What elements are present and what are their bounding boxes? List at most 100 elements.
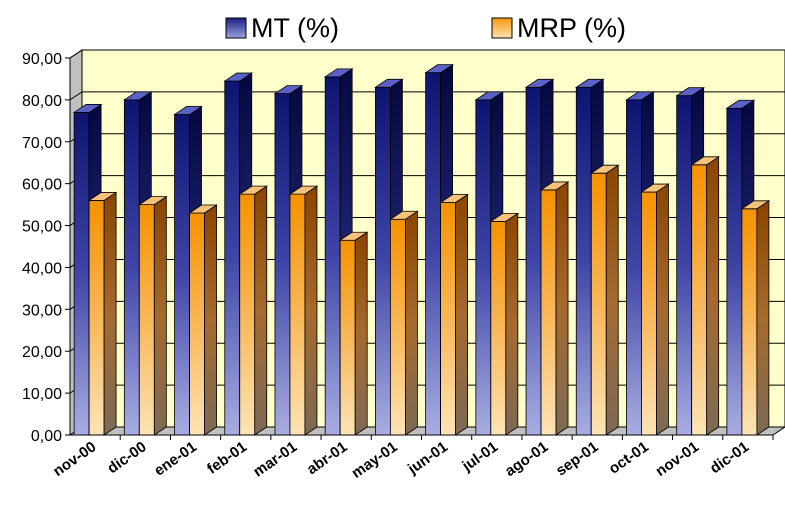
- bar-top: [489, 212, 520, 222]
- bar-side: [153, 195, 167, 436]
- bar-top: [640, 183, 670, 193]
- bar-top: [188, 204, 218, 214]
- bar-front: [189, 212, 205, 436]
- bar-side: [455, 193, 469, 436]
- bar-mrp: [489, 212, 520, 436]
- bar-front: [123, 99, 140, 436]
- bar-top: [87, 192, 118, 201]
- bar-front: [676, 95, 693, 436]
- bar-mrp: [439, 193, 469, 436]
- bar-top: [323, 68, 354, 78]
- bar-top: [625, 91, 655, 101]
- bar-top: [338, 231, 369, 241]
- bar-top: [273, 85, 304, 95]
- bar-front: [425, 72, 442, 436]
- x-tick-label: sep-01: [553, 438, 602, 479]
- bar-front: [224, 80, 241, 436]
- bar-side: [605, 164, 619, 436]
- bar-top: [725, 99, 756, 109]
- x-tick-label: mar-01: [250, 438, 300, 480]
- bar-top: [675, 87, 705, 97]
- bar-mrp: [640, 183, 670, 436]
- x-tick-label: feb-01: [204, 438, 250, 477]
- bar-top: [474, 91, 505, 101]
- bar-mrp: [288, 185, 319, 436]
- bar-front: [525, 86, 542, 436]
- bar-front: [726, 107, 743, 436]
- bar-top: [173, 106, 203, 115]
- bar-top: [288, 185, 319, 195]
- bar-front: [339, 239, 356, 436]
- x-tick-label: may-01: [349, 438, 401, 482]
- bar-mrp: [389, 210, 419, 436]
- bar-top: [389, 210, 419, 220]
- bar-side: [756, 200, 770, 436]
- bar-mrp: [740, 200, 771, 436]
- y-tick-label: 10,00: [22, 386, 62, 403]
- bar-top: [223, 72, 254, 82]
- bar-top: [238, 185, 269, 195]
- bar-front: [239, 193, 256, 436]
- x-tick-label: abr-01: [304, 438, 351, 478]
- x-tick-label: jun-01: [404, 438, 451, 478]
- bar-side: [103, 191, 117, 436]
- bar-front: [289, 193, 306, 436]
- y-tick-label: 20,00: [22, 344, 62, 361]
- bar-front: [741, 208, 758, 436]
- x-tick-label: oct-01: [606, 438, 652, 477]
- y-tick-label: 80,00: [22, 93, 62, 110]
- bar-side: [555, 181, 569, 436]
- bar-front: [389, 218, 406, 436]
- bar-mrp: [539, 181, 570, 436]
- bar-front: [73, 112, 90, 436]
- legend-swatch: [225, 17, 247, 39]
- bar-side: [204, 204, 217, 436]
- bar-top: [524, 78, 555, 88]
- bar-mrp: [188, 204, 218, 436]
- bar-side: [304, 185, 318, 436]
- bar-mrp: [87, 191, 118, 436]
- x-tick-label: ago-01: [502, 438, 551, 480]
- bar-front: [440, 202, 457, 436]
- bar-front: [374, 86, 391, 436]
- bar-side: [354, 231, 368, 436]
- bar-side: [706, 156, 720, 436]
- x-tick-label: dic-00: [104, 438, 149, 477]
- y-tick-label: 30,00: [22, 302, 62, 319]
- bar-top: [740, 200, 771, 210]
- bar-mrp: [338, 231, 369, 436]
- legend-item-mt: MT (%): [225, 13, 339, 43]
- bar-front: [490, 220, 507, 436]
- bar-top: [138, 196, 168, 206]
- bar-front: [540, 189, 557, 436]
- bar-top: [539, 181, 570, 191]
- legend-item-mrp: MRP (%): [491, 13, 626, 43]
- bar-mrp: [238, 185, 269, 436]
- bar-front: [691, 164, 708, 436]
- bar-mrp: [589, 164, 620, 436]
- bar-top: [72, 104, 103, 113]
- x-tick-label: ene-01: [151, 438, 200, 479]
- bar-top: [690, 156, 720, 166]
- y-tick-label: 40,00: [22, 260, 62, 277]
- legend-swatch: [491, 17, 513, 39]
- bar-top: [123, 91, 153, 101]
- x-tick-label: jul-01: [458, 438, 501, 475]
- bar-top: [589, 164, 620, 174]
- bar-mrp: [138, 195, 168, 436]
- bar-top: [374, 78, 404, 88]
- bar-side: [656, 183, 669, 436]
- bar-front: [475, 99, 492, 436]
- bar-side: [505, 212, 519, 436]
- bar-front: [324, 76, 341, 436]
- legend-label: MT (%): [251, 13, 339, 43]
- bar-front: [641, 191, 657, 436]
- bar-side: [404, 210, 418, 436]
- bar-front: [138, 204, 155, 436]
- bar-front: [174, 114, 190, 436]
- bar-front: [274, 93, 291, 436]
- y-tick-label: 0,00: [31, 428, 62, 445]
- bar-front: [626, 99, 642, 436]
